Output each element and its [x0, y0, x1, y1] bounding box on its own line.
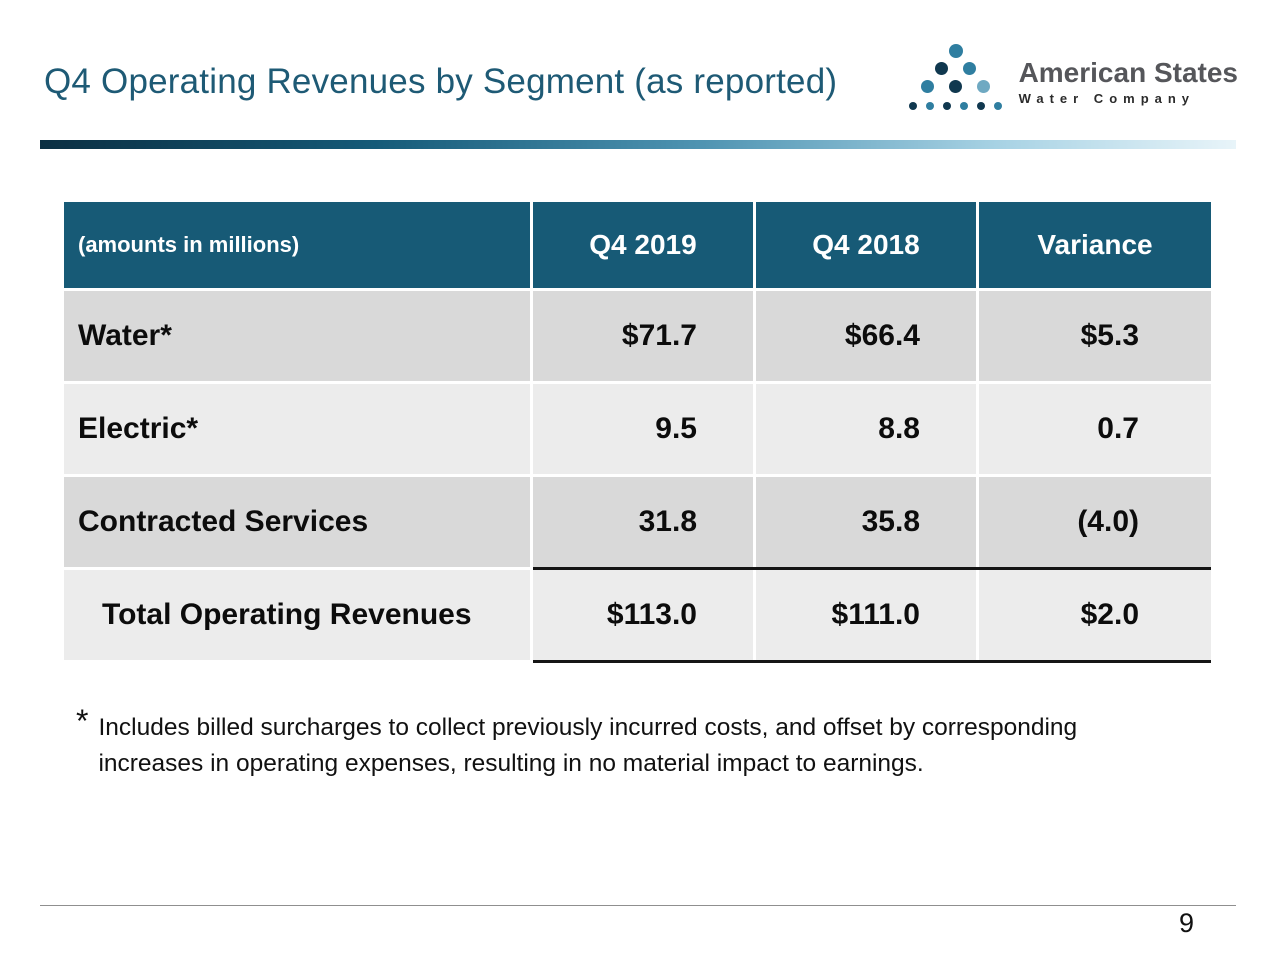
footnote: * Includes billed surcharges to collect …	[76, 703, 1077, 783]
footnote-text: Includes billed surcharges to collect pr…	[98, 704, 1077, 783]
cell-water-q4-2018: $66.4	[756, 291, 976, 381]
table-header-variance: Variance	[979, 202, 1211, 288]
row-label-total: Total Operating Revenues	[64, 570, 530, 660]
logo-dots-icon	[908, 44, 1003, 120]
cell-electric-q4-2018: 8.8	[756, 384, 976, 474]
cell-total-q4-2018: $111.0	[756, 570, 976, 660]
logo-company-name: American States	[1018, 56, 1238, 88]
footnote-line-1: Includes billed surcharges to collect pr…	[98, 714, 1078, 741]
company-logo: American States Water Company	[908, 44, 1238, 120]
footnote-line-2: increases in operating expenses, resulti…	[98, 750, 924, 778]
footer-rule	[40, 905, 1236, 906]
row-label-contracted-services: Contracted Services	[64, 477, 530, 567]
total-row-top-rule	[533, 567, 1211, 570]
logo-company-subtitle: Water Company	[1018, 91, 1196, 107]
cell-contracted-variance: (4.0)	[979, 477, 1211, 567]
table-header-q4-2018: Q4 2018	[756, 202, 976, 288]
cell-contracted-q4-2018: 35.8	[756, 477, 976, 567]
cell-water-q4-2019: $71.7	[533, 291, 753, 381]
row-label-water: Water*	[64, 291, 530, 381]
footnote-asterisk: *	[76, 703, 89, 739]
cell-electric-variance: 0.7	[979, 384, 1211, 474]
cell-electric-q4-2019: 9.5	[533, 384, 753, 474]
cell-contracted-q4-2019: 31.8	[533, 477, 753, 567]
table-header-q4-2019: Q4 2019	[533, 202, 753, 288]
cell-water-variance: $5.3	[979, 291, 1211, 381]
cell-total-q4-2019: $113.0	[533, 570, 753, 660]
total-row-bottom-rule	[533, 660, 1211, 663]
page-number: 9	[1178, 908, 1194, 938]
page-title: Q4 Operating Revenues by Segment (as rep…	[44, 62, 838, 101]
logo-text: American States Water Company	[1018, 56, 1238, 107]
title-divider-bar	[40, 140, 1236, 149]
revenue-table: (amounts in millions) Q4 2019 Q4 2018 Va…	[64, 202, 1211, 663]
table-header-metric: (amounts in millions)	[64, 202, 530, 288]
cell-total-variance: $2.0	[979, 570, 1211, 660]
row-label-electric: Electric*	[64, 384, 530, 474]
